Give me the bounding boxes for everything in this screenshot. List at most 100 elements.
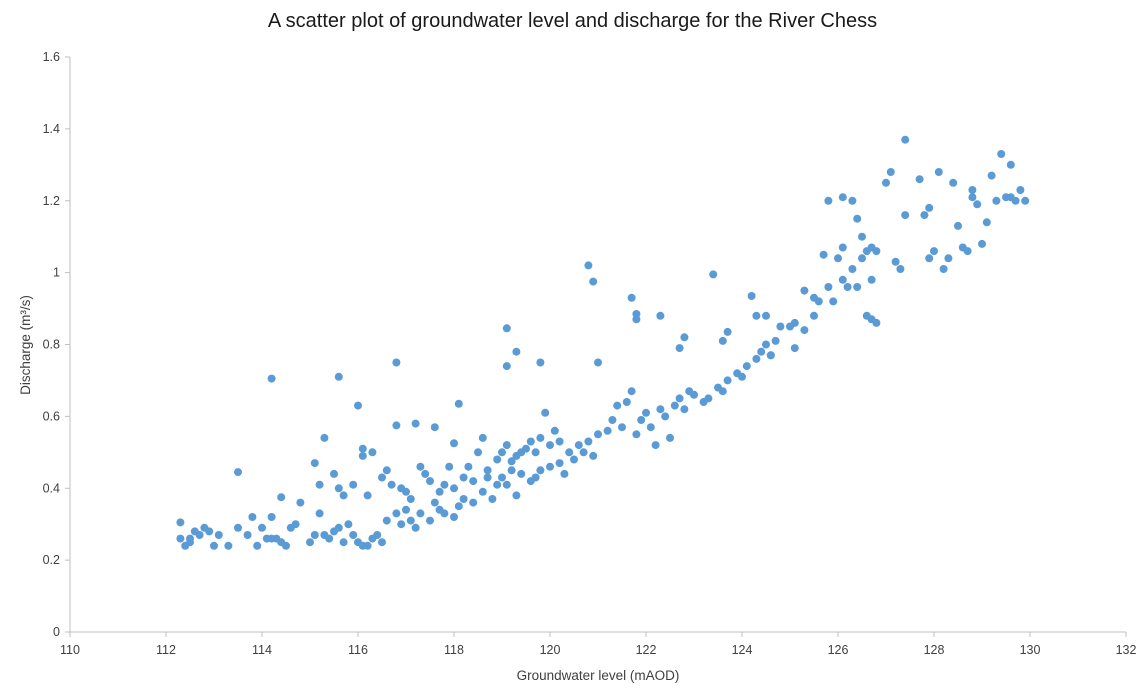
data-point xyxy=(843,283,852,291)
data-point xyxy=(757,347,766,356)
data-point xyxy=(589,451,598,460)
data-point xyxy=(176,518,185,527)
data-point xyxy=(378,538,386,547)
data-point xyxy=(565,448,574,457)
data-point xyxy=(646,423,655,432)
data-point xyxy=(680,405,689,414)
data-point xyxy=(536,358,545,367)
data-point xyxy=(483,473,492,482)
data-point xyxy=(440,509,449,518)
data-point xyxy=(603,426,612,435)
data-point xyxy=(642,408,650,417)
data-point xyxy=(176,534,185,543)
data-point xyxy=(858,232,866,241)
data-point xyxy=(762,311,770,320)
data-point xyxy=(224,541,233,550)
data-point xyxy=(402,505,410,514)
data-point xyxy=(334,484,343,493)
data-point xyxy=(507,457,516,466)
x-tick-label: 112 xyxy=(156,643,176,657)
data-point xyxy=(334,372,343,381)
data-point xyxy=(555,459,564,468)
data-point xyxy=(373,531,382,539)
data-point xyxy=(454,502,463,511)
data-point xyxy=(963,247,972,256)
data-point xyxy=(416,462,425,471)
data-point xyxy=(934,168,943,176)
data-point xyxy=(411,419,420,428)
data-point xyxy=(498,448,506,457)
data-point xyxy=(838,275,847,284)
data-point xyxy=(382,516,391,525)
data-point xyxy=(992,196,1001,205)
data-point xyxy=(498,473,506,482)
data-point xyxy=(282,541,290,550)
data-point xyxy=(502,480,511,489)
y-tick-label: 0.4 xyxy=(43,481,60,495)
data-point xyxy=(790,344,799,353)
data-point xyxy=(800,286,809,295)
data-point xyxy=(310,459,319,468)
data-point xyxy=(954,221,962,230)
data-point xyxy=(632,310,641,318)
data-point xyxy=(536,466,545,475)
data-point xyxy=(675,394,684,403)
data-point xyxy=(723,327,732,336)
data-point xyxy=(435,487,444,496)
data-point xyxy=(867,275,876,284)
data-point xyxy=(589,277,598,286)
data-point xyxy=(771,336,780,345)
data-point xyxy=(315,509,324,518)
data-point xyxy=(766,351,775,360)
data-point xyxy=(195,531,204,539)
x-tick-label: 124 xyxy=(732,643,753,657)
data-point xyxy=(526,437,535,446)
data-point xyxy=(277,493,286,502)
data-point xyxy=(536,433,545,442)
data-point xyxy=(363,541,372,550)
data-point xyxy=(421,469,430,478)
data-point xyxy=(834,254,842,263)
y-tick-label: 0.2 xyxy=(43,553,60,567)
data-point xyxy=(507,466,516,475)
data-point xyxy=(570,455,578,464)
data-point xyxy=(810,311,818,320)
data-point xyxy=(258,523,266,532)
x-tick-label: 126 xyxy=(828,643,849,657)
axes: 0 0.2 0.4 0.6 0.8 1 1.2 1.4 1.6 110 112 114 116 118 12… xyxy=(43,50,1137,657)
data-point xyxy=(205,527,214,536)
y-tick-label: 1.6 xyxy=(43,50,60,64)
data-point xyxy=(397,520,406,529)
data-point xyxy=(752,311,761,320)
y-axis-title: Discharge (m³/s) xyxy=(18,295,33,395)
data-point xyxy=(656,311,665,320)
data-point xyxy=(406,495,415,503)
data-point xyxy=(426,477,434,486)
data-point xyxy=(690,390,698,399)
data-point xyxy=(819,250,828,259)
data-point xyxy=(618,423,626,432)
data-point xyxy=(210,541,218,550)
x-tick-label: 116 xyxy=(348,643,368,657)
data-point xyxy=(214,531,223,539)
data-point xyxy=(632,430,641,439)
data-point xyxy=(661,412,670,421)
data-point xyxy=(762,340,770,349)
data-point xyxy=(656,405,665,414)
data-point xyxy=(915,175,924,184)
data-point xyxy=(896,265,905,273)
data-point xyxy=(253,541,262,550)
data-point xyxy=(291,520,300,529)
data-point xyxy=(502,324,511,333)
data-point xyxy=(627,387,636,396)
x-tick-label: 132 xyxy=(1116,643,1137,657)
data-point xyxy=(339,491,348,500)
y-tick-label: 1.2 xyxy=(43,194,60,208)
data-point xyxy=(430,423,439,432)
y-tick-label: 1 xyxy=(53,266,60,280)
data-point xyxy=(296,498,305,507)
data-point xyxy=(968,186,977,194)
data-point xyxy=(493,480,502,489)
data-point xyxy=(450,439,458,448)
